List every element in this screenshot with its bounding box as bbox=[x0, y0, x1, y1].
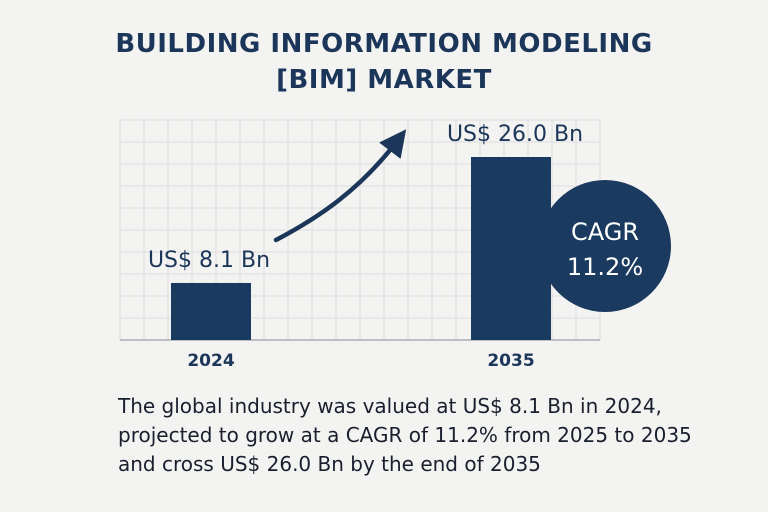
title-line-2: [BIM] MARKET bbox=[276, 65, 492, 95]
description-line-2: projected to grow at a CAGR of 11.2% fro… bbox=[118, 423, 692, 447]
bar-2035 bbox=[471, 157, 551, 340]
value-label-2024: US$ 8.1 Bn bbox=[148, 248, 270, 273]
cagr-value: 11.2% bbox=[567, 253, 643, 281]
chart-extras: CAGR 11.2% bbox=[273, 129, 671, 312]
description-line-3: and cross US$ 26.0 Bn by the end of 2035 bbox=[118, 452, 541, 476]
chart-labels: 2024 US$ 8.1 Bn 2035 US$ 26.0 Bn bbox=[148, 122, 583, 371]
chart-title: BUILDING INFORMATION MODELING [BIM] MARK… bbox=[0, 26, 768, 98]
description-line-1: The global industry was valued at US$ 8.… bbox=[118, 394, 662, 418]
value-label-2035: US$ 26.0 Bn bbox=[447, 122, 583, 147]
chart-bars bbox=[171, 157, 551, 340]
bar-2024 bbox=[171, 282, 251, 340]
cagr-label: CAGR bbox=[571, 218, 639, 246]
category-label-2024: 2024 bbox=[187, 351, 234, 371]
title-line-1: BUILDING INFORMATION MODELING bbox=[115, 29, 653, 59]
description: The global industry was valued at US$ 8.… bbox=[118, 392, 718, 479]
trend-arrow-icon bbox=[273, 129, 407, 243]
cagr-badge bbox=[539, 180, 671, 312]
category-label-2035: 2035 bbox=[487, 351, 534, 371]
